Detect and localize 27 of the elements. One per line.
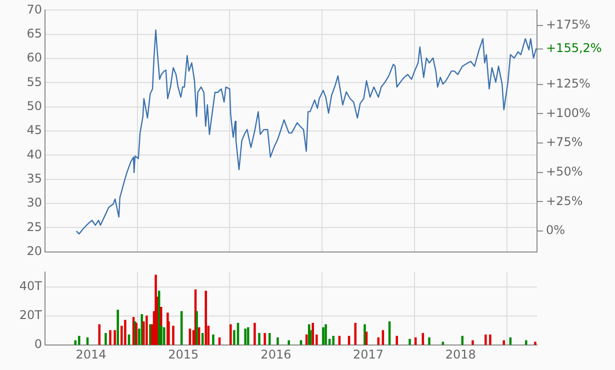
y-tick-label: 20	[26, 244, 42, 258]
y2-tick-label: +175%	[546, 18, 590, 32]
y2-tick-label: +75%	[546, 135, 583, 150]
y-tick-label: 20T	[19, 308, 43, 322]
y-tick-label: 60	[26, 50, 42, 65]
y-tick-label: 65	[26, 26, 42, 40]
y2-tick-label: 0%	[546, 223, 566, 238]
y-tick-label: 50	[26, 98, 42, 113]
y2-tick-label: +25%	[546, 194, 583, 208]
y2-tick-label: +125%	[546, 76, 590, 90]
y-tick-label: 25	[26, 220, 42, 234]
y-tick-label: 40T	[19, 278, 43, 293]
y-tick-label: 35	[26, 171, 42, 186]
y-tick-label: 30	[26, 196, 42, 210]
y-tick-label: 55	[26, 74, 42, 89]
y-tick-label: 40	[26, 147, 42, 162]
y-tick-label: 70	[26, 2, 42, 16]
x-tick-label: 2015	[168, 347, 199, 362]
y2-tick-label: +50%	[546, 164, 583, 178]
x-tick-label: 2017	[353, 347, 384, 362]
y-tick-label: 45	[26, 123, 42, 138]
x-tick-label: 2014	[76, 347, 106, 362]
y2-tick-label: +100%	[546, 106, 590, 120]
x-tick-label: 2018	[445, 347, 476, 362]
y-tick-label: 0	[34, 337, 42, 352]
x-tick-label: 2016	[260, 347, 292, 362]
y2-tick-label: +155,2%	[546, 40, 602, 55]
